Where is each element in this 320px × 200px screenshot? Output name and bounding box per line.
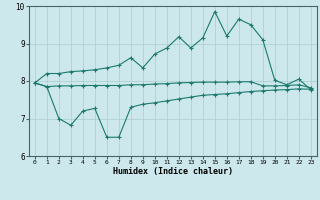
X-axis label: Humidex (Indice chaleur): Humidex (Indice chaleur) [113, 167, 233, 176]
